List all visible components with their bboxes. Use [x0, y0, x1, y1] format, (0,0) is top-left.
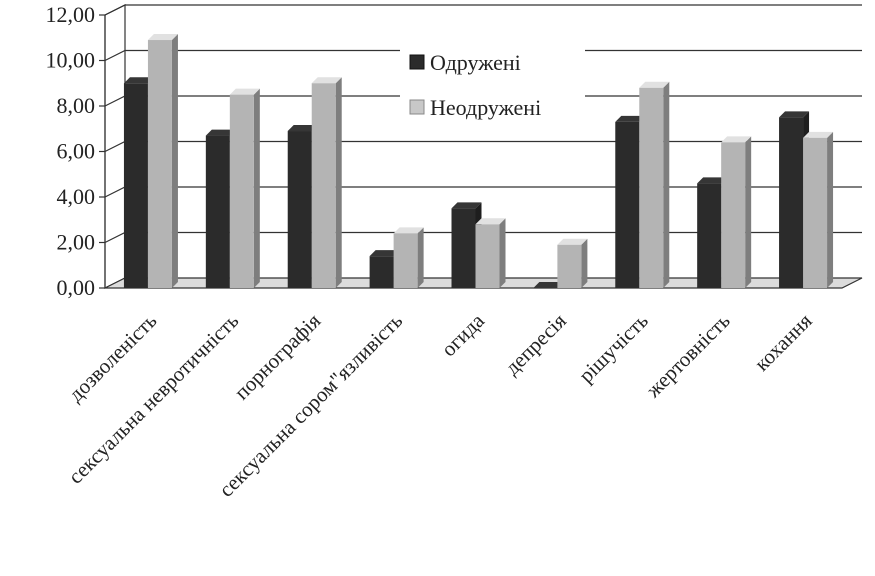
- bar: [557, 238, 588, 288]
- y-tick-label: 4,00: [57, 184, 96, 209]
- y-tick-label: 8,00: [57, 93, 96, 118]
- y-tick-label: 0,00: [57, 275, 96, 300]
- x-category-label: кохання: [750, 308, 817, 375]
- legend: Одружені Неодружені: [400, 40, 585, 132]
- gridline: [104, 4, 862, 16]
- y-axis-tick-labels: 0,00 2,00 4,00 6,00 8,00 10,00 12,00: [46, 2, 96, 300]
- x-category-label: сексуальна невротичність: [63, 309, 243, 489]
- bar: [393, 227, 424, 288]
- x-category-label: депресія: [500, 308, 571, 379]
- legend-label-married: Одружені: [430, 50, 521, 75]
- x-category-label: рішучість: [574, 309, 653, 388]
- bar: [475, 218, 506, 288]
- gridline: [104, 49, 862, 62]
- bars: [123, 34, 834, 289]
- x-category-label: огида: [436, 308, 489, 361]
- y-tick-label: 6,00: [57, 139, 96, 164]
- y-tick-label: 10,00: [46, 48, 96, 73]
- bar: [803, 131, 834, 288]
- legend-label-unmarried: Неодружені: [430, 95, 541, 120]
- y-tick-label: 12,00: [46, 2, 96, 27]
- bar: [721, 136, 752, 288]
- bar: [533, 282, 564, 289]
- legend-swatch-married: [409, 54, 425, 70]
- bar: [147, 34, 178, 289]
- bar: [639, 81, 670, 288]
- x-category-label: жертовність: [640, 309, 734, 403]
- bar: [311, 77, 342, 288]
- bar: [229, 88, 260, 288]
- legend-swatch-unmarried: [409, 99, 425, 115]
- legend-background: [400, 40, 585, 132]
- y-tick-label: 2,00: [57, 230, 96, 255]
